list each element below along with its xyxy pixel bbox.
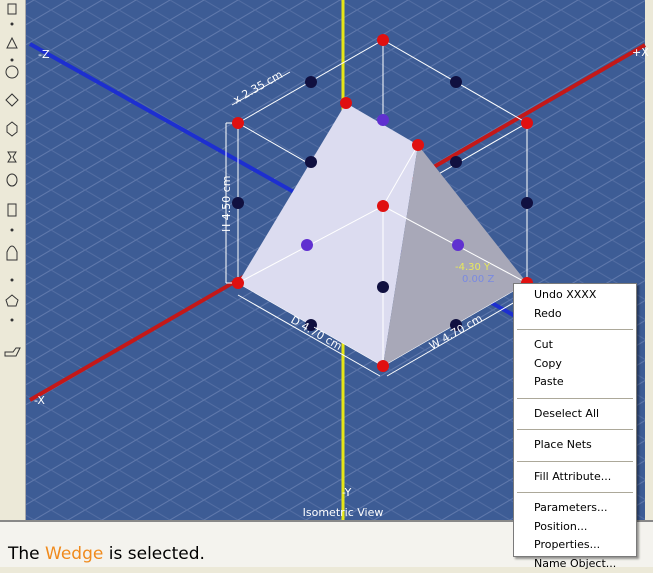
menu-item[interactable]: Paste xyxy=(534,373,564,391)
status-suffix: is selected. xyxy=(109,544,205,564)
axis-label: -Y xyxy=(342,486,352,499)
menu-separator xyxy=(517,492,633,493)
coordinate-readout: 0.00 Z xyxy=(462,274,494,285)
tool-icon[interactable] xyxy=(7,246,17,260)
status-prefix: The xyxy=(8,544,40,564)
view-name: Isometric View xyxy=(303,506,384,519)
axis-label: -X xyxy=(34,394,45,407)
tool-icon[interactable] xyxy=(8,152,16,162)
menu-separator xyxy=(517,398,633,399)
tool-icon[interactable] xyxy=(7,38,17,48)
axis-label: +X xyxy=(632,46,649,59)
tool-palette xyxy=(0,0,26,520)
menu-item[interactable]: Cut xyxy=(534,336,553,354)
axis-label: -Z xyxy=(38,48,50,61)
menu-item[interactable]: Fill Attribute... xyxy=(534,468,611,486)
menu-separator xyxy=(517,429,633,430)
tool-icon[interactable] xyxy=(6,94,18,106)
menu-item[interactable]: Properties... xyxy=(534,536,600,554)
app-window: -Z +X -X -Y Isometric View x 2.35 cm H 4… xyxy=(0,0,653,567)
menu-separator xyxy=(517,329,633,330)
menu-item[interactable]: Redo xyxy=(534,305,562,323)
menu-item[interactable]: Copy xyxy=(534,355,562,373)
tool-icon[interactable] xyxy=(6,295,18,306)
menu-item[interactable]: Parameters... xyxy=(534,499,607,517)
tool-icon[interactable] xyxy=(7,174,17,186)
tool-icon[interactable] xyxy=(7,122,17,136)
tool-icon[interactable] xyxy=(6,66,18,78)
menu-item[interactable]: Position... xyxy=(534,518,587,536)
coordinate-readout: -4.30 Y xyxy=(455,262,491,273)
dimension-label: H 4.50 cm xyxy=(220,175,233,232)
tool-icon[interactable] xyxy=(8,204,16,216)
menu-item[interactable]: Deselect All xyxy=(534,405,599,423)
menu-item[interactable]: Name Object... xyxy=(534,555,616,573)
menu-separator xyxy=(517,461,633,462)
selected-object: Wedge xyxy=(45,544,103,564)
tool-icon[interactable] xyxy=(5,348,20,356)
menu-item[interactable]: Undo XXXX xyxy=(534,286,596,304)
tool-icon[interactable] xyxy=(8,4,16,14)
menu-item[interactable]: Place Nets xyxy=(534,436,592,454)
status-text: The Wedge is selected. xyxy=(8,544,205,564)
